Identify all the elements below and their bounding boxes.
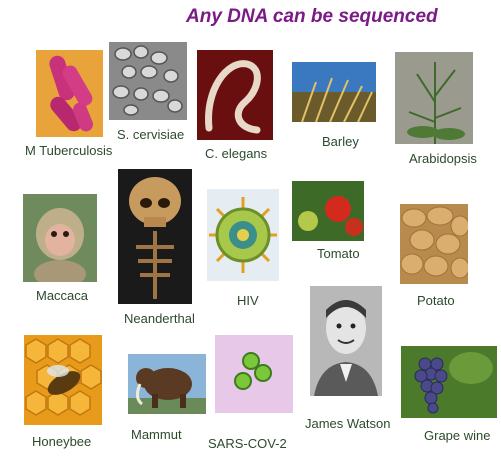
page-title: Any DNA can be sequenced: [186, 6, 438, 27]
organism-label-mammut: Mammut: [131, 427, 182, 442]
worm-icon: [197, 50, 273, 140]
organism-label-m-tuberculosis: M Tuberculosis: [25, 143, 113, 158]
grapes-icon: [401, 346, 497, 418]
organism-label-s-cervisiae: S. cervisiae: [117, 127, 185, 142]
organism-label-sars-cov-2: SARS-COV-2: [208, 436, 287, 451]
organism-label-hiv: HIV: [237, 293, 259, 308]
arabidopsis-plant-icon: [395, 52, 473, 144]
skull-icon: [118, 169, 192, 304]
coronavirus-icon: [215, 335, 293, 413]
organism-label-james-watson: James Watson: [305, 416, 391, 431]
organism-label-potato: Potato: [417, 293, 455, 308]
bacteria-icon: [36, 50, 103, 137]
organism-label-arabidopsis: Arabidopsis: [409, 151, 477, 166]
portrait-icon: [310, 286, 382, 396]
organism-label-tomato: Tomato: [317, 246, 360, 261]
organism-label-honeybee: Honeybee: [32, 434, 92, 449]
honeybee-icon: [24, 335, 102, 425]
mammoth-icon: [128, 354, 206, 414]
monkey-icon: [23, 194, 97, 282]
organism-label-maccaca: Maccaca: [36, 288, 89, 303]
tomato-icon: [292, 181, 364, 241]
organism-label-c-elegans: C. elegans: [205, 146, 268, 161]
organism-label-barley: Barley: [322, 134, 359, 149]
virus-icon: [207, 189, 279, 281]
organism-label-neanderthal: Neanderthal: [124, 311, 195, 326]
barley-icon: [292, 62, 376, 122]
yeast-cells-icon: [109, 42, 187, 120]
organism-label-grape-wine: Grape wine: [424, 428, 491, 443]
potato-icon: [400, 204, 468, 284]
